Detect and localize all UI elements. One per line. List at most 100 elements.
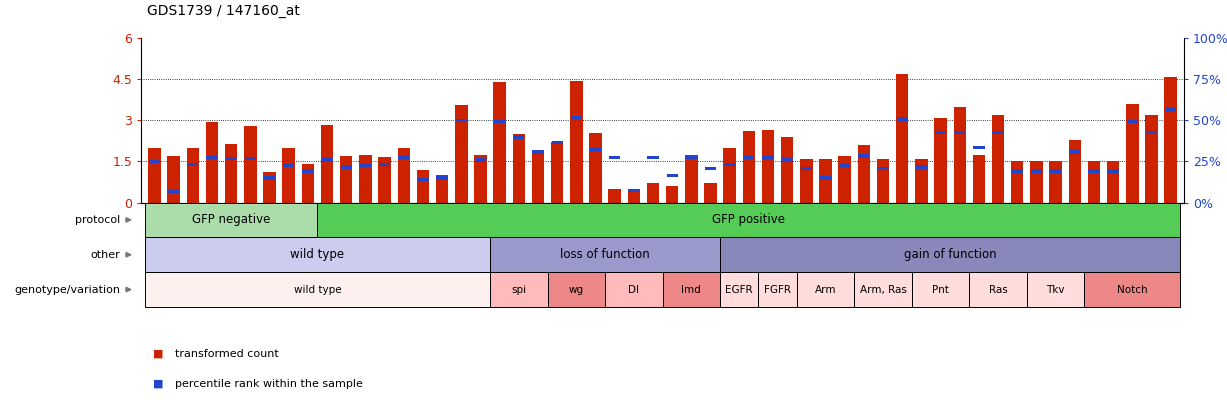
Bar bbox=[551, 141, 563, 144]
Bar bbox=[398, 156, 410, 159]
Bar bbox=[801, 167, 812, 170]
Bar bbox=[493, 82, 506, 202]
Text: GFP negative: GFP negative bbox=[191, 213, 270, 226]
Bar bbox=[609, 156, 621, 159]
Bar bbox=[283, 164, 294, 167]
Bar bbox=[858, 154, 870, 158]
Bar bbox=[1107, 162, 1119, 202]
Text: lmd: lmd bbox=[681, 285, 701, 294]
Bar bbox=[264, 173, 276, 202]
Bar bbox=[724, 162, 735, 166]
Bar bbox=[417, 178, 428, 181]
Bar bbox=[244, 157, 256, 160]
Bar bbox=[571, 116, 582, 119]
Bar bbox=[877, 167, 888, 170]
Text: loss of function: loss of function bbox=[561, 248, 650, 261]
Bar bbox=[340, 156, 352, 202]
Bar bbox=[1011, 169, 1023, 173]
Bar bbox=[1011, 162, 1023, 202]
Bar bbox=[666, 173, 677, 177]
Bar bbox=[666, 186, 679, 202]
Text: wg: wg bbox=[569, 285, 584, 294]
Bar bbox=[1164, 77, 1177, 202]
Text: protocol: protocol bbox=[75, 215, 120, 225]
Bar bbox=[302, 164, 314, 202]
Text: wild type: wild type bbox=[293, 285, 341, 294]
Bar bbox=[1069, 150, 1081, 153]
Bar bbox=[455, 105, 467, 202]
Bar bbox=[264, 176, 275, 179]
Bar bbox=[437, 176, 448, 179]
Bar bbox=[955, 131, 966, 134]
Text: EGFR: EGFR bbox=[725, 285, 753, 294]
Bar bbox=[148, 160, 161, 163]
Bar bbox=[762, 130, 774, 202]
Bar bbox=[628, 189, 639, 192]
Bar bbox=[378, 158, 391, 202]
Text: Dl: Dl bbox=[628, 285, 639, 294]
Bar bbox=[455, 119, 467, 122]
Bar bbox=[571, 81, 583, 202]
Bar bbox=[1069, 140, 1081, 202]
Bar bbox=[590, 147, 601, 151]
Bar bbox=[360, 155, 372, 202]
Bar bbox=[1031, 162, 1043, 202]
Bar bbox=[360, 164, 371, 167]
Bar bbox=[398, 148, 410, 202]
Bar bbox=[168, 190, 179, 193]
Text: Ras: Ras bbox=[989, 285, 1007, 294]
Bar bbox=[704, 167, 717, 170]
Text: other: other bbox=[91, 250, 120, 260]
Bar bbox=[1049, 162, 1061, 202]
Text: ■: ■ bbox=[153, 379, 164, 389]
Bar bbox=[742, 131, 755, 202]
Bar bbox=[838, 156, 852, 202]
Text: gain of function: gain of function bbox=[904, 248, 996, 261]
Bar bbox=[627, 189, 640, 202]
Bar bbox=[589, 133, 601, 202]
Text: FGFR: FGFR bbox=[764, 285, 791, 294]
Bar bbox=[1087, 162, 1101, 202]
Bar bbox=[226, 157, 237, 160]
Bar bbox=[1126, 104, 1139, 202]
Bar bbox=[915, 165, 928, 168]
Bar bbox=[551, 142, 563, 202]
Text: wild type: wild type bbox=[291, 248, 345, 261]
Bar bbox=[531, 151, 545, 202]
Bar bbox=[704, 183, 717, 202]
Bar bbox=[1088, 169, 1099, 173]
Bar bbox=[685, 155, 698, 202]
Bar bbox=[800, 159, 812, 202]
Bar bbox=[724, 148, 736, 202]
Bar bbox=[1164, 108, 1177, 111]
Bar bbox=[244, 126, 256, 202]
Bar bbox=[1108, 169, 1119, 173]
Bar bbox=[782, 158, 793, 162]
Bar bbox=[686, 156, 697, 159]
Bar bbox=[475, 158, 486, 162]
Text: transformed count: transformed count bbox=[175, 349, 280, 358]
Bar bbox=[148, 148, 161, 202]
Bar bbox=[839, 164, 850, 167]
Text: ■: ■ bbox=[153, 349, 164, 358]
Bar bbox=[417, 170, 429, 202]
Bar bbox=[820, 176, 831, 179]
Bar bbox=[935, 131, 946, 134]
Text: GFP positive: GFP positive bbox=[713, 213, 785, 226]
Bar bbox=[993, 131, 1004, 134]
Bar bbox=[187, 148, 199, 202]
Bar bbox=[896, 74, 908, 202]
Bar bbox=[647, 183, 659, 202]
Bar bbox=[973, 155, 985, 202]
Bar bbox=[858, 145, 870, 202]
Bar bbox=[648, 156, 659, 159]
Bar bbox=[762, 156, 774, 159]
Bar bbox=[225, 144, 238, 202]
Bar bbox=[780, 137, 794, 202]
Bar bbox=[609, 189, 621, 202]
Bar bbox=[533, 150, 544, 153]
Bar bbox=[877, 159, 890, 202]
Text: spi: spi bbox=[512, 285, 526, 294]
Bar bbox=[206, 156, 217, 159]
Bar bbox=[513, 134, 525, 202]
